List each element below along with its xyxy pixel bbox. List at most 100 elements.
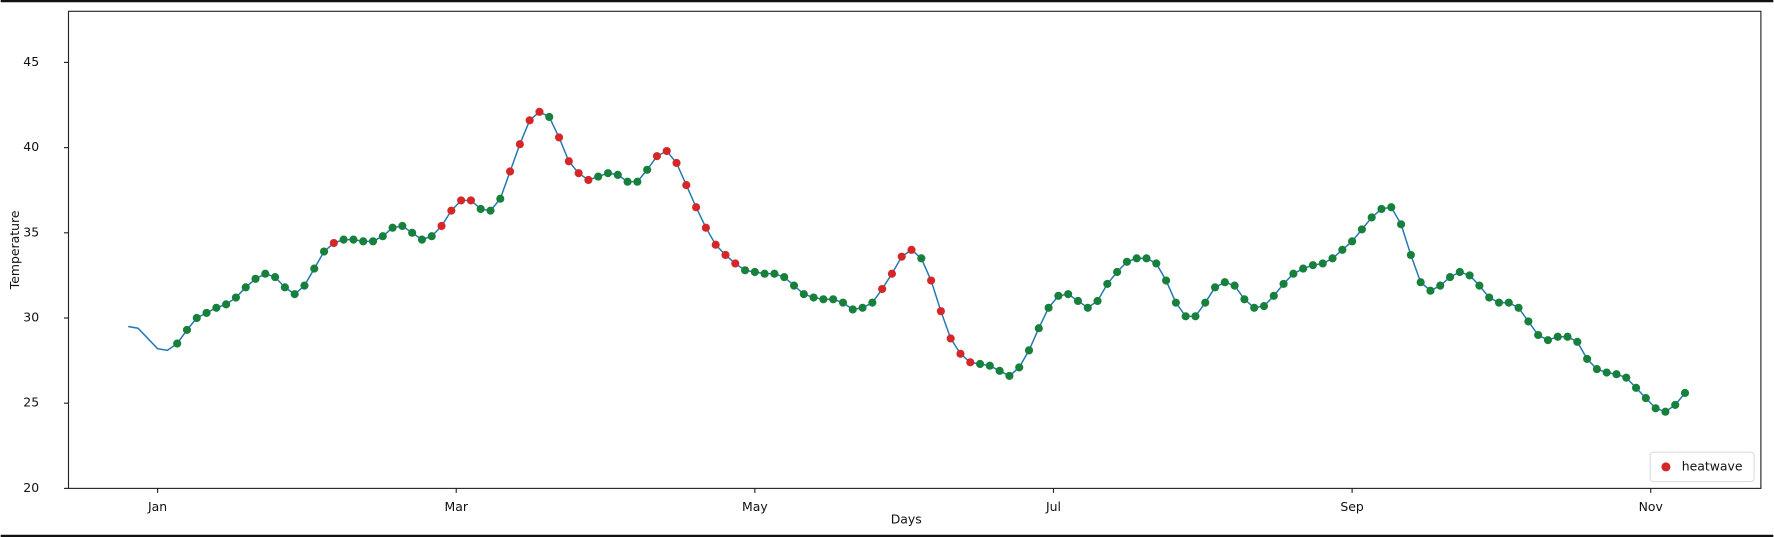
point [1661,407,1670,416]
point [212,303,221,312]
point [1602,368,1611,377]
point [457,196,466,205]
point [1612,370,1621,379]
point [1113,267,1122,277]
point [1054,291,1063,300]
legend-marker [1661,462,1671,472]
point [368,237,378,246]
y-tick-label: 45 [23,54,39,69]
point [829,295,838,304]
point [1299,264,1308,273]
point [1592,365,1601,374]
point [437,221,446,231]
point [633,177,642,186]
point [1534,330,1543,340]
point [222,300,231,309]
point [1524,317,1533,326]
legend-box [1649,451,1755,483]
point [1573,337,1582,346]
point [329,238,338,248]
point [1318,259,1327,268]
point [1328,254,1337,263]
point [1377,204,1386,214]
point [182,325,192,334]
point [1641,394,1650,403]
point [760,269,769,278]
point [897,252,906,261]
point [476,204,485,214]
point [1073,296,1083,306]
y-tick-label: 20 [23,480,39,495]
point [878,284,887,294]
point [1210,283,1220,292]
point [1230,281,1239,290]
point [975,359,985,369]
point [408,228,417,237]
point [202,308,211,317]
point [261,269,270,278]
point [848,305,857,314]
point [1387,203,1396,212]
point [1338,245,1347,254]
point [613,170,622,179]
x-tick-label: Mar [445,499,469,514]
point [271,273,280,282]
point [1553,332,1562,341]
point [486,206,495,215]
y-tick-label: 40 [23,139,39,154]
point [554,133,564,142]
point [652,152,662,161]
x-tick-label: Jan [147,499,167,514]
point [564,157,573,166]
point [1622,373,1631,382]
point [809,293,818,302]
point [603,169,613,178]
point [427,232,436,241]
point [731,259,740,268]
point [887,269,897,278]
point [1651,404,1660,413]
point [1680,388,1690,398]
point [1416,278,1425,287]
point [789,281,799,290]
point [1308,261,1318,270]
point [388,223,397,232]
point [692,203,701,212]
x-tick-label: Jul [1045,499,1061,514]
line [128,110,1686,413]
point [1064,290,1073,299]
point [1357,225,1366,234]
point [535,107,544,116]
point [907,245,916,254]
y-tick-label: 35 [23,224,39,239]
point [1583,354,1592,363]
point [721,250,730,260]
point [1406,250,1415,260]
point [1162,276,1171,285]
point [231,293,240,302]
point [1397,220,1406,229]
point [339,235,348,244]
point [1034,324,1043,333]
point [1220,278,1229,287]
point [1005,371,1014,381]
point [946,334,955,343]
point [1426,286,1435,295]
point [1015,363,1024,372]
point [1445,273,1455,282]
point [750,267,759,277]
point [515,140,524,149]
point [398,221,407,231]
point [241,283,250,292]
point [319,247,329,256]
point [1279,279,1288,288]
point [956,349,965,358]
point [359,237,368,246]
point [799,290,808,299]
point [1240,295,1249,304]
point [1367,213,1376,222]
point [701,223,710,232]
point [378,232,387,241]
